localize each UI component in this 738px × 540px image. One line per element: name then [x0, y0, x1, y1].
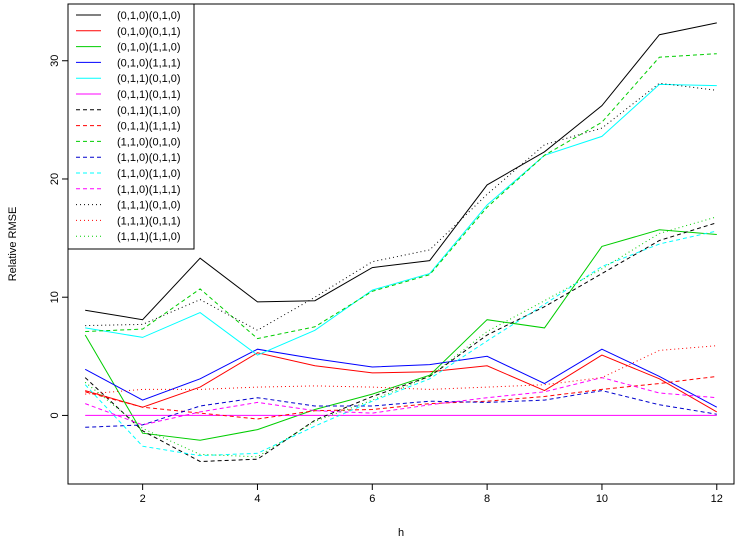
series-line-14 — [85, 345, 717, 395]
legend-label-12: (1,1,0)(1,1,1) — [117, 184, 181, 196]
series-line-12 — [85, 377, 717, 426]
y-tick-label: 30 — [49, 55, 61, 67]
y-axis: 0 10 20 30 — [49, 55, 68, 418]
series-line-13 — [85, 82, 717, 331]
y-tick-label: 10 — [49, 291, 61, 303]
x-tick-label: 10 — [596, 493, 608, 505]
legend-label-6: (0,1,1)(0,1,1) — [117, 89, 181, 101]
legend-label-5: (0,1,1)(0,1,0) — [117, 73, 181, 85]
series-line-9 — [85, 53, 717, 340]
series-line-1 — [85, 22, 717, 321]
series-line-4 — [84, 348, 718, 408]
series-line-7 — [84, 222, 717, 463]
legend-label-11: (1,1,0)(1,1,0) — [117, 168, 181, 180]
legend-label-8: (0,1,1)(1,1,1) — [117, 121, 181, 133]
legend-label-7: (0,1,1)(1,1,0) — [117, 105, 181, 117]
x-tick-label: 2 — [140, 493, 146, 505]
y-tick-label: 0 — [49, 412, 61, 418]
x-tick-label: 8 — [484, 493, 490, 505]
x-tick-label: 12 — [711, 493, 723, 505]
legend-box — [67, 3, 195, 250]
y-axis-title: Relative RMSE — [7, 207, 19, 282]
legend-label-3: (0,1,0)(1,1,0) — [117, 42, 181, 54]
x-axis: 2 4 6 8 10 12 — [140, 484, 723, 505]
series-line-10 — [85, 390, 717, 428]
series-line-11 — [84, 230, 717, 457]
x-tick-label: 6 — [369, 493, 375, 505]
legend-label-14: (1,1,1)(0,1,1) — [117, 215, 181, 227]
legend: (0,1,0)(0,1,0) (0,1,0)(0,1,1) (0,1,0)(1,1,… — [67, 3, 195, 250]
legend-label-4: (0,1,0)(1,1,1) — [117, 57, 181, 69]
legend-label-10: (1,1,0)(0,1,1) — [117, 152, 181, 164]
legend-label-2: (0,1,0)(0,1,1) — [117, 26, 181, 38]
legend-label-1: (0,1,0)(0,1,0) — [117, 10, 181, 22]
series-line-8 — [85, 375, 717, 420]
series-layer — [84, 22, 718, 463]
legend-label-9: (1,1,0)(0,1,0) — [117, 136, 181, 148]
legend-label-13: (1,1,1)(0,1,0) — [117, 200, 181, 212]
series-line-15 — [84, 216, 717, 458]
series-line-5 — [85, 83, 717, 356]
series-line-2 — [85, 352, 718, 413]
y-tick-label: 20 — [49, 173, 61, 185]
series-line-3 — [84, 229, 717, 441]
legend-label-15: (1,1,1)(1,1,0) — [117, 231, 181, 243]
x-axis-title: h — [398, 527, 404, 539]
x-tick-label: 4 — [254, 493, 260, 505]
